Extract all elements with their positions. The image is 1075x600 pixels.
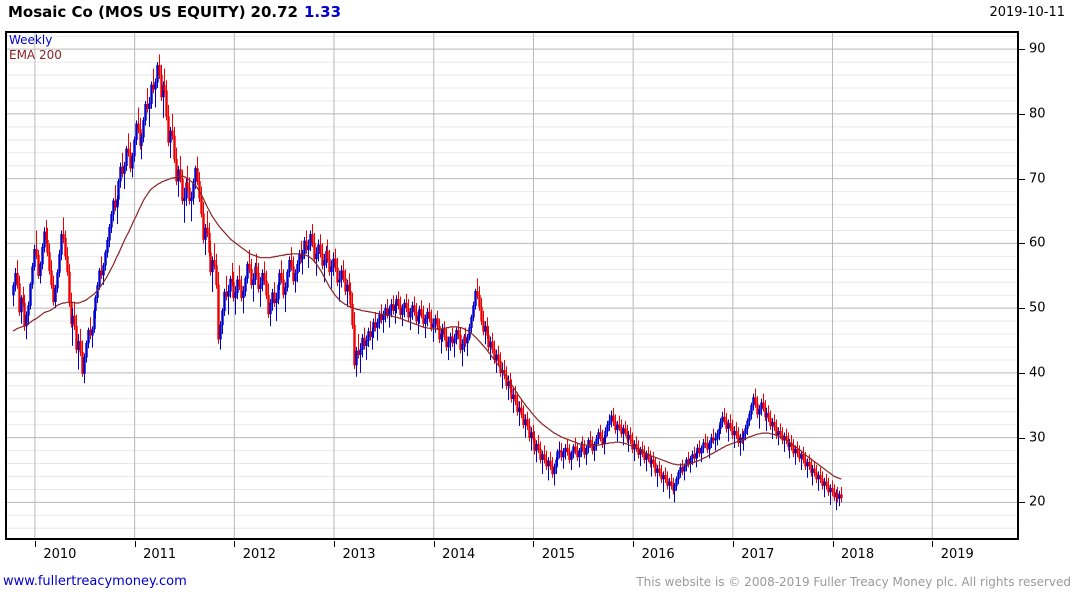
grid-vertical xyxy=(34,33,933,538)
page-title: Mosaic Co (MOS US EQUITY) 20.72 1.33 xyxy=(8,3,341,21)
x-axis-tick-label: 2015 xyxy=(541,547,575,562)
grid-major xyxy=(7,48,1017,503)
chart-frame xyxy=(5,31,1019,540)
x-axis-tick-mark xyxy=(932,541,934,547)
y-axis-tick-label: 40 xyxy=(1029,365,1046,381)
x-axis-tick-mark xyxy=(334,541,336,547)
y-axis-tick-label: 60 xyxy=(1029,235,1046,251)
as-of-date: 2019-10-11 xyxy=(989,5,1065,20)
chart-plot-area xyxy=(7,33,1017,538)
y-axis-tick-mark xyxy=(1019,308,1025,310)
y-axis: 90 80 70 60 50 40 30 20 xyxy=(1019,31,1075,540)
price-chart-svg xyxy=(7,33,1017,538)
x-axis-tick-mark xyxy=(134,541,136,547)
y-axis-tick-mark xyxy=(1019,49,1025,51)
x-axis-tick-label: 2011 xyxy=(143,547,177,562)
y-axis-tick-label: 70 xyxy=(1029,171,1046,187)
chart-header: Mosaic Co (MOS US EQUITY) 20.72 1.33 2019-… xyxy=(0,0,1075,28)
x-axis-tick-label: 2010 xyxy=(43,547,77,562)
x-axis: 2010 2011 2012 2013 2014 2015 2016 2017 2018 2019 xyxy=(5,541,1019,565)
chart-footer: www.fullertreacymoney.com This website i… xyxy=(0,572,1075,596)
x-axis-tick-label: 2013 xyxy=(342,547,376,562)
ema-200-line xyxy=(12,175,842,480)
x-axis-tick-label: 2017 xyxy=(741,547,775,562)
site-link[interactable]: www.fullertreacymoney.com xyxy=(3,574,187,589)
grid-minor xyxy=(7,35,1017,529)
x-axis-tick-mark xyxy=(832,541,834,547)
x-axis-tick-label: 2014 xyxy=(442,547,476,562)
y-axis-tick-mark xyxy=(1019,372,1025,374)
x-axis-tick-mark xyxy=(234,541,236,547)
y-axis-tick-mark xyxy=(1019,502,1025,504)
y-axis-tick-mark xyxy=(1019,178,1025,180)
copyright-notice: This website is © 2008-2019 Fuller Treac… xyxy=(636,575,1071,589)
y-axis-tick-mark xyxy=(1019,243,1025,245)
y-axis-tick-label: 90 xyxy=(1029,41,1046,57)
x-axis-tick-label: 2019 xyxy=(940,547,974,562)
y-axis-tick-mark xyxy=(1019,113,1025,115)
x-axis-tick-mark xyxy=(732,541,734,547)
x-axis-tick-label: 2018 xyxy=(841,547,875,562)
candlestick-series xyxy=(12,54,843,511)
last-price: 20.72 xyxy=(250,3,298,21)
x-axis-tick-mark xyxy=(433,541,435,547)
y-axis-tick-label: 30 xyxy=(1029,430,1046,446)
x-axis-tick-mark xyxy=(533,541,535,547)
x-axis-tick-mark xyxy=(34,541,36,547)
x-axis-tick-label: 2012 xyxy=(242,547,276,562)
x-axis-tick-mark xyxy=(633,541,635,547)
y-axis-tick-label: 80 xyxy=(1029,106,1046,122)
price-change: 1.33 xyxy=(304,3,342,21)
y-axis-tick-mark xyxy=(1019,437,1025,439)
instrument-name: Mosaic Co (MOS US EQUITY) xyxy=(8,3,246,21)
y-axis-tick-label: 20 xyxy=(1029,494,1046,510)
x-axis-tick-label: 2016 xyxy=(641,547,675,562)
y-axis-tick-label: 50 xyxy=(1029,300,1046,316)
